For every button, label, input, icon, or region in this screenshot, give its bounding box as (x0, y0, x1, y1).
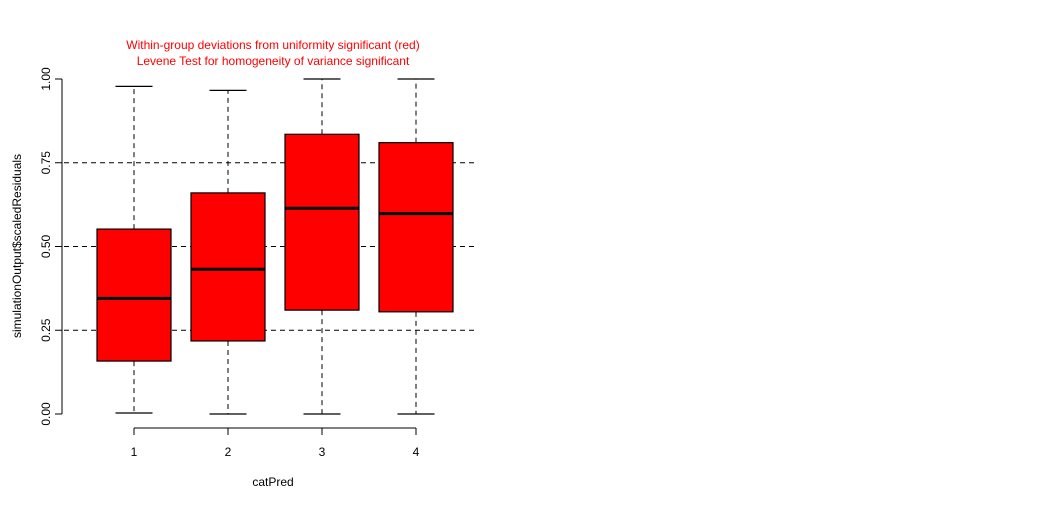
box-2 (190, 89, 266, 415)
y-tick-label: 0.25 (39, 318, 53, 342)
chart-title-line-2: Levene Test for homogeneity of variance … (137, 54, 410, 68)
box-body (96, 228, 172, 362)
x-tick-label: 4 (413, 445, 420, 459)
x-tick-label: 3 (319, 445, 326, 459)
y-tick-label: 0.75 (39, 151, 53, 175)
x-tick-label: 1 (131, 445, 138, 459)
x-axis: 1 2 3 4 (131, 427, 420, 459)
box-series (96, 78, 454, 415)
x-tick-label: 2 (225, 445, 232, 459)
chart-title: Within-group deviations from uniformity … (126, 38, 419, 68)
y-tick-label: 1.00 (39, 67, 53, 91)
chart-title-line-1: Within-group deviations from uniformity … (126, 38, 419, 52)
box-body (378, 142, 454, 313)
y-axis: 0.00 0.25 0.50 0.75 1.00 (39, 67, 63, 426)
box-3 (284, 78, 360, 415)
box-body (190, 192, 266, 342)
box-1 (96, 85, 172, 414)
y-tick-label: 0.50 (39, 234, 53, 258)
x-axis-label: catPred (252, 475, 293, 489)
y-tick-label: 0.00 (39, 402, 53, 426)
box-4 (378, 78, 454, 415)
y-axis-label: simulationOutput$scaledResiduals (10, 154, 24, 338)
box-body (284, 133, 360, 311)
